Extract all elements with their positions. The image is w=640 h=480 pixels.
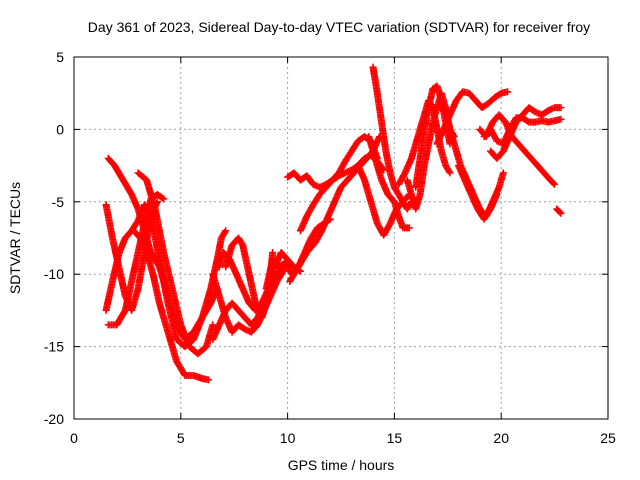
y-tick-label: 5 bbox=[56, 49, 64, 65]
x-tick-label: 25 bbox=[600, 430, 616, 446]
data-point bbox=[205, 376, 213, 384]
data-point bbox=[325, 216, 333, 224]
data-point bbox=[445, 167, 453, 175]
series-sat-z bbox=[480, 114, 565, 148]
series-sat-u bbox=[433, 88, 512, 148]
data-points bbox=[102, 63, 565, 384]
chart-title: Day 361 of 2023, Sidereal Day-to-day VTE… bbox=[88, 19, 590, 35]
y-tick-label: -10 bbox=[44, 266, 64, 282]
x-axis-label: GPS time / hours bbox=[288, 457, 395, 473]
series-sat-o bbox=[369, 63, 415, 213]
series-sat-aa bbox=[553, 205, 565, 217]
data-point bbox=[446, 169, 454, 177]
data-point bbox=[504, 88, 512, 96]
series-sat-q bbox=[365, 133, 413, 232]
plot-frame bbox=[73, 56, 609, 420]
x-tick-label: 10 bbox=[280, 430, 296, 446]
data-point bbox=[209, 321, 217, 329]
y-tick-label: 0 bbox=[56, 121, 64, 137]
data-point bbox=[557, 115, 565, 123]
series-sat-f bbox=[134, 169, 217, 358]
data-point bbox=[158, 194, 166, 202]
series-sat-e bbox=[130, 227, 213, 384]
y-tick-label: -5 bbox=[52, 194, 65, 210]
data-point bbox=[499, 169, 507, 177]
y-tick-label: -15 bbox=[44, 339, 64, 355]
x-tick-label: 5 bbox=[177, 430, 185, 446]
data-point bbox=[557, 209, 565, 217]
y-tick-label: -20 bbox=[44, 411, 64, 427]
series-sat-w bbox=[454, 162, 501, 223]
data-point bbox=[222, 227, 230, 235]
x-tick-label: 0 bbox=[70, 430, 78, 446]
x-tick-label: 15 bbox=[387, 430, 403, 446]
data-point bbox=[279, 267, 287, 275]
series-sat-d bbox=[102, 198, 161, 314]
y-axis-label: SDTVAR / TECUs bbox=[7, 182, 23, 294]
axes: 0 5 10 15 20 25 5 0 -5 -10 -15 -20 bbox=[44, 49, 616, 446]
data-point bbox=[550, 179, 558, 187]
data-point bbox=[493, 191, 501, 199]
series-sat-n bbox=[262, 215, 334, 293]
data-point bbox=[326, 215, 334, 223]
data-point bbox=[278, 269, 286, 277]
data-point bbox=[556, 208, 564, 216]
data-point bbox=[221, 228, 229, 236]
data-point bbox=[269, 248, 277, 256]
data-point bbox=[405, 224, 413, 232]
data-point bbox=[557, 104, 565, 112]
x-tick-label: 20 bbox=[493, 430, 509, 446]
data-point bbox=[160, 195, 168, 203]
data-point bbox=[551, 180, 559, 188]
